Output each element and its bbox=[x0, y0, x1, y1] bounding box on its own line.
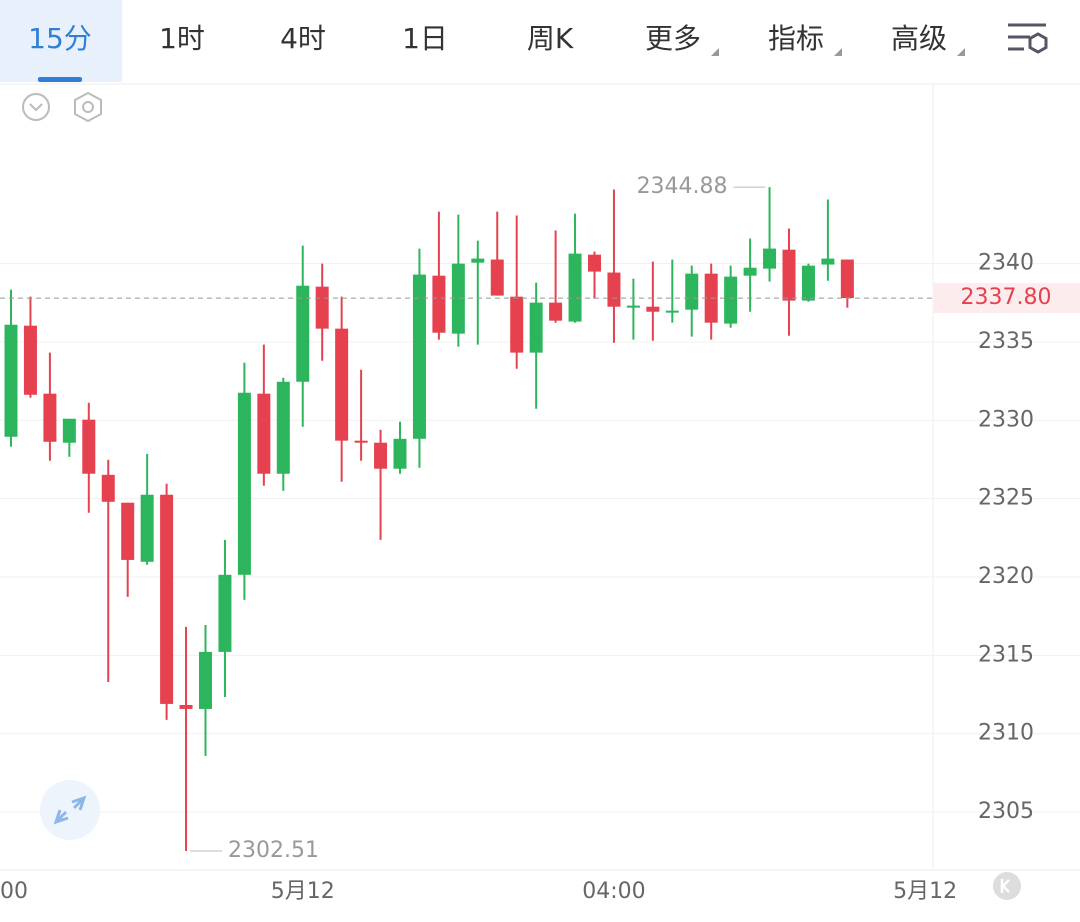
tab[interactable]: 高级 bbox=[891, 22, 947, 55]
tab[interactable]: 周K bbox=[527, 22, 574, 55]
tab[interactable]: 1时 bbox=[159, 22, 205, 55]
candle-body bbox=[685, 273, 699, 310]
candle-body bbox=[743, 267, 757, 276]
x-tick-label: 5月12 bbox=[893, 879, 957, 904]
candle-body bbox=[354, 440, 368, 443]
y-tick-label: 2325 bbox=[978, 486, 1034, 511]
candle-body bbox=[296, 285, 310, 382]
candle-body bbox=[763, 248, 777, 269]
candle-body bbox=[4, 324, 18, 437]
x-tick-label: 00 bbox=[0, 879, 28, 904]
candle-body bbox=[140, 494, 154, 562]
tab[interactable]: 1日 bbox=[402, 22, 448, 55]
y-tick-label: 2320 bbox=[978, 564, 1034, 589]
tab[interactable]: 15分 bbox=[28, 22, 92, 55]
last-price-box bbox=[934, 283, 1080, 314]
candle-body bbox=[568, 253, 582, 322]
candle-body bbox=[529, 302, 543, 353]
max-label: 2344.88 bbox=[637, 174, 728, 199]
tab-bar: 15分 1时 4时 1日 周K 更多 指标 高级 bbox=[28, 22, 965, 56]
candle-body bbox=[821, 258, 835, 265]
dropdown-caret bbox=[711, 48, 719, 56]
candle-body bbox=[588, 254, 601, 272]
active-tab-underline bbox=[38, 77, 82, 82]
candle-body bbox=[782, 249, 796, 301]
candle-body bbox=[43, 393, 57, 442]
y-tick-label: 2305 bbox=[978, 799, 1034, 824]
y-tick-label: 2315 bbox=[978, 642, 1034, 667]
x-tick-label: 5月12 bbox=[271, 879, 335, 904]
candle-body bbox=[549, 302, 563, 321]
candle-body bbox=[218, 574, 232, 652]
candle-body bbox=[237, 392, 251, 575]
collapse-button[interactable] bbox=[22, 93, 50, 121]
candle-body bbox=[665, 310, 679, 313]
candle-body bbox=[82, 419, 96, 474]
candle-body bbox=[121, 502, 135, 560]
y-tick-label: 2310 bbox=[978, 721, 1034, 746]
candle-body bbox=[432, 275, 446, 333]
candle-body bbox=[490, 259, 504, 296]
candle-body bbox=[626, 305, 640, 308]
tab[interactable]: 4时 bbox=[280, 22, 326, 55]
candle-body bbox=[801, 265, 815, 301]
candle-body bbox=[393, 438, 407, 469]
settings-icon[interactable] bbox=[1008, 23, 1048, 54]
candle-body bbox=[101, 474, 115, 502]
expand-button[interactable] bbox=[40, 780, 100, 840]
candle-body bbox=[412, 274, 426, 439]
candle-body bbox=[646, 306, 660, 312]
dropdown-caret bbox=[957, 48, 965, 56]
candle-body bbox=[62, 418, 76, 443]
candle-body bbox=[374, 442, 388, 469]
candle-body bbox=[510, 296, 524, 353]
y-tick-label: 2330 bbox=[978, 407, 1034, 432]
candle-body bbox=[724, 276, 738, 324]
reset-button[interactable] bbox=[993, 872, 1021, 900]
candle-body bbox=[840, 259, 854, 299]
tab[interactable]: 更多 bbox=[645, 22, 701, 55]
candle-body bbox=[607, 272, 621, 307]
candle-body bbox=[23, 325, 37, 395]
candle-body bbox=[257, 393, 271, 474]
min-label: 2302.51 bbox=[228, 838, 319, 863]
settings-button[interactable] bbox=[74, 91, 102, 123]
dropdown-caret bbox=[834, 48, 842, 56]
active-tab-bg bbox=[0, 0, 122, 82]
plot: 2305 2310 2315 2320 2325 2330 2335 2340 00 5月12 04… bbox=[0, 174, 1080, 904]
tab[interactable]: 指标 bbox=[768, 22, 824, 55]
candle-body bbox=[315, 286, 329, 329]
y-tick-label: 2335 bbox=[978, 329, 1034, 354]
x-tick-label: 04:00 bbox=[582, 879, 645, 904]
y-tick-label: 2340 bbox=[978, 251, 1034, 276]
candle-body bbox=[451, 263, 465, 334]
last-price-label: 2337.80 bbox=[961, 285, 1052, 310]
candle-body bbox=[179, 705, 193, 709]
candle-body bbox=[335, 328, 349, 441]
candle-body bbox=[199, 651, 212, 709]
candle-body bbox=[160, 494, 174, 704]
candle-body bbox=[471, 258, 485, 263]
candle-body bbox=[276, 381, 290, 474]
